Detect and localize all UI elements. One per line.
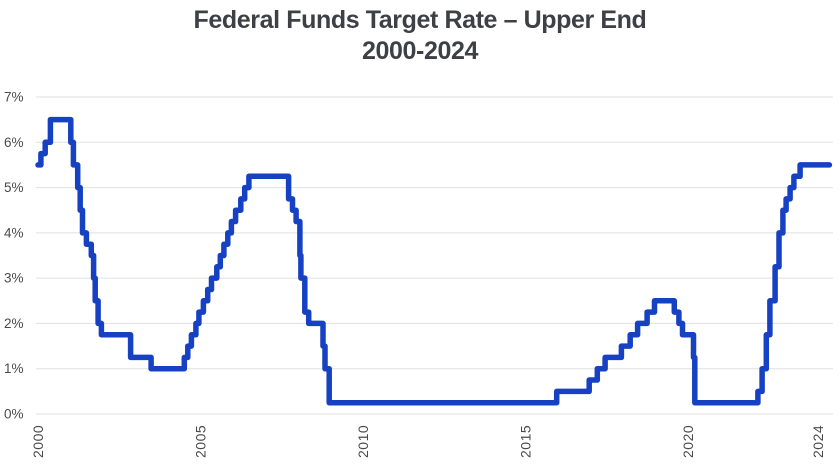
x-tick-label: 2015 bbox=[518, 425, 534, 458]
y-tick-label: 4% bbox=[4, 225, 24, 240]
chart-title-block: Federal Funds Target Rate – Upper End 20… bbox=[0, 5, 840, 67]
y-tick-label: 0% bbox=[4, 407, 24, 422]
x-tick-label: 2010 bbox=[355, 425, 371, 458]
y-tick-label: 2% bbox=[4, 316, 24, 331]
y-tick-label: 3% bbox=[4, 271, 24, 286]
x-tick-label: 2020 bbox=[680, 425, 696, 458]
chart-subtitle: 2000-2024 bbox=[362, 37, 478, 65]
rate-line bbox=[35, 116, 833, 406]
y-tick-label: 6% bbox=[4, 135, 24, 150]
chart-title: Federal Funds Target Rate – Upper End bbox=[193, 6, 647, 34]
y-tick-label: 1% bbox=[4, 361, 24, 376]
x-tick-label: 2005 bbox=[193, 425, 209, 458]
y-tick-label: 7% bbox=[4, 90, 24, 105]
y-tick-label: 5% bbox=[4, 180, 24, 195]
x-tick-label: 2024 bbox=[810, 425, 826, 458]
x-tick-label: 2000 bbox=[30, 425, 46, 458]
